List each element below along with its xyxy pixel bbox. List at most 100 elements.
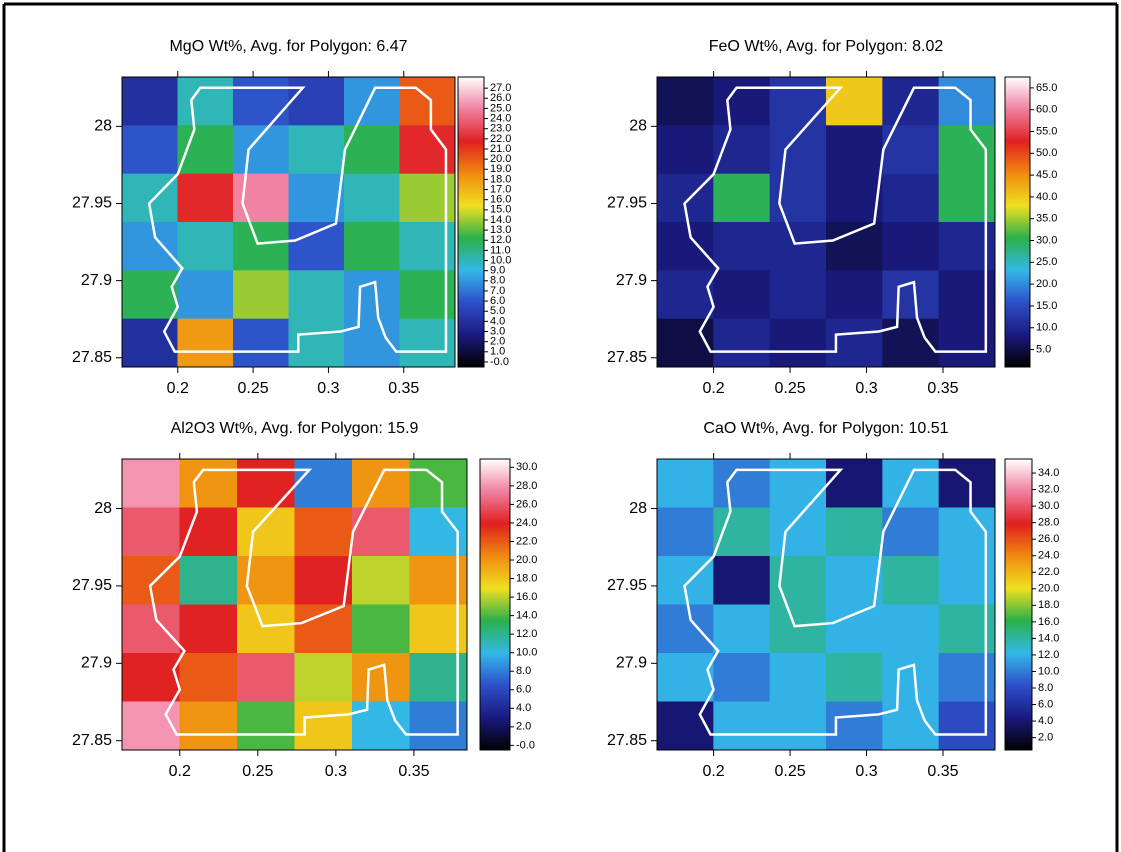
heat-cell [657,270,714,320]
colorbar-tick-label: -0.0 [516,739,535,751]
heat-cell [352,556,410,605]
heat-cell [344,173,400,223]
heat-cell [657,222,714,271]
colorbar-tick-label: 24.0 [490,112,511,124]
heat-cell [826,173,883,223]
heat-cell [769,77,827,126]
colorbar-tick-label: 25.0 [1036,256,1057,268]
heat-cell [826,270,883,320]
heat-cell [826,125,883,175]
heat-cell [826,556,883,605]
colorbar-tick-label: -0.0 [490,356,509,368]
heat-cell [769,318,827,368]
y-tick-label: 27.85 [72,732,112,749]
x-tick-label: 0.25 [238,380,269,397]
colorbar-tick-label: 50.0 [1036,147,1057,159]
x-tick-label: 0.3 [855,763,877,780]
colorbar-tick-label: 60.0 [1036,104,1057,116]
colorbar-tick-label: 16.0 [490,194,511,206]
y-tick-label: 27.95 [607,577,647,594]
colorbar-tick-label: 26.0 [1038,533,1059,545]
y-tick-label: 27.9 [81,655,112,672]
colorbar-tick-label: 26.0 [490,92,511,104]
colorbar-tick-label: 4.0 [490,315,505,327]
colorbar-tick-label: 18.0 [490,173,511,185]
colorbar-tick-label: 5.0 [490,305,505,317]
heat-cell [233,173,289,223]
polygon-outline [683,86,988,353]
panel-title: CaO Wt%, Avg. for Polygon: 10.51 [703,420,948,437]
heat-cell [179,701,238,751]
y-tick-label: 27.9 [616,272,647,289]
colorbar-tick-label: 9.0 [490,265,505,277]
heat-cell [122,604,180,654]
heat-cell [288,222,345,271]
x-tick-label: 0.2 [167,380,189,397]
polygon-outline [147,86,448,353]
heat-cell [122,125,178,175]
colorbar-tick-label: 4.0 [516,702,531,714]
heat-cell [399,77,456,126]
heat-cell [713,556,771,605]
heat-cell [882,604,940,654]
colorbar-tick-label: 19.0 [490,163,511,175]
colorbar-tick-label: 17.0 [490,183,511,195]
heat-cell [657,459,714,508]
colorbar [479,458,511,751]
y-tick-label: 27.95 [72,195,112,212]
heat-cell [882,556,940,605]
plot-frame [656,458,996,751]
colorbar-tick-label: 32.0 [1038,483,1059,495]
heat-cell [122,459,180,508]
colorbar-tick-label: 23.0 [490,123,511,135]
panel-title: FeO Wt%, Avg. for Polygon: 8.02 [709,38,944,55]
heat-cell [826,701,883,751]
x-tick-label: 0.35 [927,380,958,397]
heat-cell [294,701,353,751]
heat-cell [769,459,827,508]
x-tick-label: 0.2 [702,763,724,780]
heat-cell [179,604,238,654]
heat-cell [657,125,714,175]
y-tick-label: 27.85 [607,349,647,366]
panel: Al2O3 Wt%, Avg. for Polygon: 15.9 0.2 0.25… [72,420,537,780]
x-tick-label: 0.35 [927,763,958,780]
colorbar-tick-label: 45.0 [1036,169,1057,181]
colorbar-tick-label: 6.0 [516,684,531,696]
heat-cell [233,270,289,320]
heat-cell [713,604,771,654]
colorbar-tick-label: 30.0 [516,461,537,473]
colorbar-tick-label: 26.0 [516,498,537,510]
plot-frame [656,76,996,368]
heat-cell [657,701,714,751]
colorbar-tick-label: 16.0 [1038,616,1059,628]
colorbar-tick-label: 13.0 [490,224,511,236]
colorbar-tick-label: 8.0 [490,275,505,287]
polygon-outline [683,468,988,736]
y-tick-label: 27.95 [607,195,647,212]
colorbar-tick-label: 4.0 [1038,715,1053,727]
colorbar-tick-label: 20.0 [1038,583,1059,595]
heat-cell [713,222,771,271]
colorbar-tick-label: 10.0 [1038,665,1059,677]
colorbar-tick-label: 12.0 [516,628,537,640]
heat-cell [294,556,353,605]
heat-cell [882,173,940,223]
plot-frame [121,458,468,751]
heat-cell [713,318,771,368]
heat-cell [769,653,827,702]
colorbar-tick-label: 6.0 [490,295,505,307]
heat-cell [352,604,410,654]
heat-cell [882,701,940,751]
heat-cell [882,270,940,320]
colorbar-tick-label: 28.0 [1038,517,1059,529]
heat-cell [769,604,827,654]
heat-cell [713,701,771,751]
colorbar-tick-label: 18.0 [1038,599,1059,611]
heat-cell [657,604,714,654]
colorbar-tick-label: 10.0 [1036,322,1057,334]
heat-cell [344,270,400,320]
heat-cell [177,222,234,271]
y-tick-label: 27.85 [607,732,647,749]
